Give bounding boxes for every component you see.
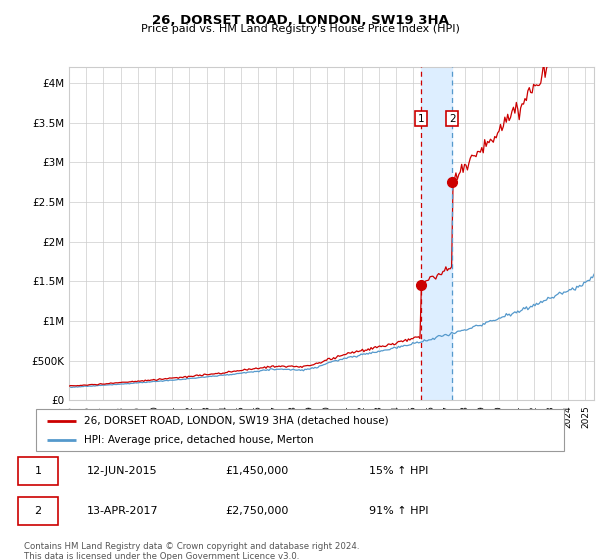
Text: 1: 1 bbox=[418, 114, 424, 124]
Text: 2: 2 bbox=[34, 506, 41, 516]
Bar bbox=[421, 67, 452, 400]
Text: 91% ↑ HPI: 91% ↑ HPI bbox=[369, 506, 428, 516]
Text: Contains HM Land Registry data © Crown copyright and database right 2024.
This d: Contains HM Land Registry data © Crown c… bbox=[24, 542, 359, 560]
Text: 26, DORSET ROAD, LONDON, SW19 3HA (detached house): 26, DORSET ROAD, LONDON, SW19 3HA (detac… bbox=[83, 416, 388, 426]
Text: £2,750,000: £2,750,000 bbox=[225, 506, 289, 516]
Text: 13-APR-2017: 13-APR-2017 bbox=[87, 506, 158, 516]
Text: £1,450,000: £1,450,000 bbox=[225, 466, 289, 477]
Text: 2: 2 bbox=[449, 114, 455, 124]
Text: 12-JUN-2015: 12-JUN-2015 bbox=[87, 466, 158, 477]
Text: Price paid vs. HM Land Registry's House Price Index (HPI): Price paid vs. HM Land Registry's House … bbox=[140, 24, 460, 34]
Text: 26, DORSET ROAD, LONDON, SW19 3HA: 26, DORSET ROAD, LONDON, SW19 3HA bbox=[152, 14, 448, 27]
Bar bbox=[18, 457, 58, 486]
Text: 15% ↑ HPI: 15% ↑ HPI bbox=[369, 466, 428, 477]
Bar bbox=[18, 497, 58, 525]
Text: 1: 1 bbox=[34, 466, 41, 477]
Text: HPI: Average price, detached house, Merton: HPI: Average price, detached house, Mert… bbox=[83, 435, 313, 445]
